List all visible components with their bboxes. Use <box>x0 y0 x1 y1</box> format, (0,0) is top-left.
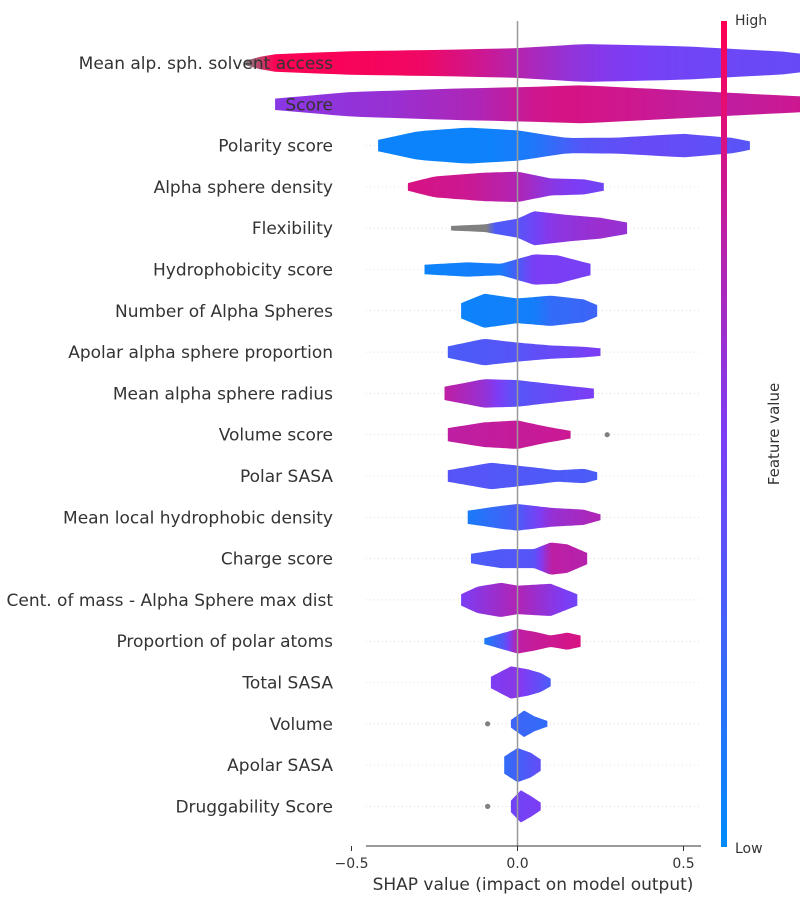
violin <box>484 628 581 654</box>
outlier-point <box>485 721 491 727</box>
y-label: Charge score <box>221 550 333 570</box>
y-label: Total SASA <box>241 674 333 694</box>
y-label: Polar SASA <box>240 467 333 487</box>
x-tick-label: 0.5 <box>672 856 694 872</box>
violin <box>444 379 594 408</box>
violin <box>504 748 541 783</box>
outlier-point <box>485 803 491 810</box>
colorbar-title: Feature value <box>765 383 783 485</box>
violin <box>461 293 598 328</box>
violin <box>424 254 591 285</box>
y-label: Apolar alpha sphere proportion <box>68 343 333 363</box>
y-label: Flexibility <box>252 219 333 239</box>
y-label: Polarity score <box>218 137 333 157</box>
violin <box>461 582 578 617</box>
y-label: Hydrophobicity score <box>153 261 333 281</box>
y-label: Volume <box>270 715 333 735</box>
outlier-point <box>604 432 610 438</box>
violin <box>245 44 800 82</box>
y-label: Proportion of polar atoms <box>116 632 333 652</box>
colorbar-high-label: High <box>735 13 767 29</box>
y-label: Mean alpha sphere radius <box>113 384 333 404</box>
y-label: Apolar SASA <box>227 756 333 776</box>
y-labels: Mean alp. sph. solvent access Score Polari… <box>6 54 333 817</box>
violin <box>378 127 750 164</box>
colorbar-low-label: Low <box>735 841 763 857</box>
y-label: Number of Alpha Spheres <box>115 302 333 322</box>
violin <box>451 211 628 246</box>
violin <box>447 339 601 366</box>
violin <box>490 666 551 699</box>
violin <box>510 790 541 823</box>
x-ticks: −0.50.00.51.0 <box>335 846 695 872</box>
y-label: Alpha sphere density <box>154 178 333 198</box>
y-label: Score <box>285 95 333 115</box>
x-tick-label: 0.0 <box>506 856 528 872</box>
y-label: Mean local hydrophobic density <box>63 508 333 528</box>
colorbar <box>721 21 727 847</box>
x-tick-label: −0.5 <box>335 856 369 872</box>
y-label: Mean alp. sph. solvent access <box>79 54 333 74</box>
y-label: Volume score <box>219 426 333 446</box>
violin <box>471 542 588 575</box>
violin <box>467 504 601 531</box>
violins <box>245 44 800 823</box>
y-label: Druggability Score <box>175 797 333 817</box>
violin <box>447 462 598 490</box>
violin <box>407 171 604 202</box>
x-axis-label: SHAP value (impact on model output) <box>373 875 694 895</box>
violin <box>447 420 571 449</box>
y-label: Cent. of mass - Alpha Sphere max dist <box>6 591 333 611</box>
violin <box>275 85 800 124</box>
violin <box>510 710 548 737</box>
